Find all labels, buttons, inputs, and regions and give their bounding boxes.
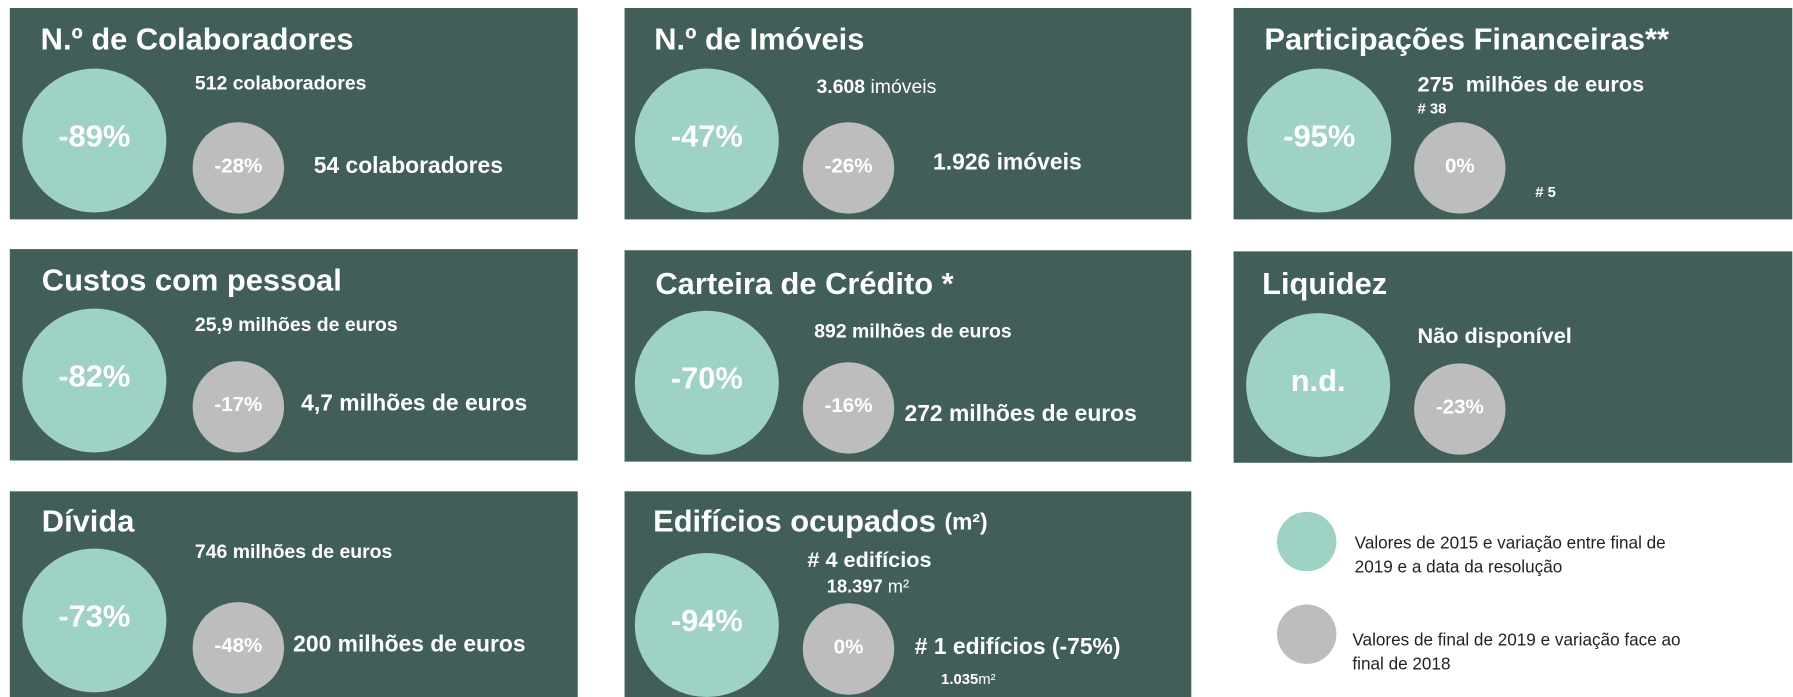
circle-2019 xyxy=(192,602,285,694)
circle-2019 xyxy=(802,362,895,454)
value-2015: 275 milhões de euros xyxy=(1418,71,1645,96)
value-2019: 4,7 milhões de euros xyxy=(301,390,527,416)
value-2015: 512 colaboradores xyxy=(195,73,367,95)
panel-title: Carteira de Crédito * xyxy=(655,266,953,301)
change-2015: -70% xyxy=(671,361,743,396)
count-2019: # 1 edifícios (-75%) xyxy=(915,633,1121,659)
value-2015: Não disponível xyxy=(1418,323,1572,348)
value-unit: m² xyxy=(978,672,995,688)
change-2019: 0% xyxy=(834,635,864,658)
count-2019: # 5 xyxy=(1535,185,1556,201)
change-2019: -17% xyxy=(214,393,262,416)
change-2015: -89% xyxy=(58,118,130,153)
title-unit: (m²) xyxy=(944,508,987,534)
circle-2015 xyxy=(634,310,779,455)
legend-text: 2019 e a data da resolução xyxy=(1355,556,1563,576)
circle-2019 xyxy=(192,122,285,214)
value-2015: 25,9 milhões de euros xyxy=(195,314,398,336)
panel-title: Liquidez xyxy=(1262,266,1387,301)
panel-title: N.º de Colaboradores xyxy=(41,21,354,56)
title-text: Edifícios ocupados xyxy=(653,503,936,538)
panel-title: Edifícios ocupados (m²) xyxy=(653,503,988,538)
value-2019: 1.035m² xyxy=(941,672,996,688)
value-number: 3.608 xyxy=(817,76,866,98)
circle-2015 xyxy=(22,68,167,213)
value-2015: 3.608 imóveis xyxy=(817,76,937,98)
circle-2019 xyxy=(802,603,895,695)
value-2019: 54 colaboradores xyxy=(314,152,503,178)
change-2019: 0% xyxy=(1445,154,1475,177)
value-unit: imóveis xyxy=(871,76,937,98)
legend-text: Valores de 2015 e variação entre final d… xyxy=(1355,532,1666,552)
change-2019: -48% xyxy=(214,634,262,657)
circle-2015 xyxy=(22,308,167,453)
legend-text: Valores de final de 2019 e variação face… xyxy=(1352,630,1680,650)
value-2019: 1.926 imóveis xyxy=(933,148,1082,174)
change-2015: -94% xyxy=(671,603,743,638)
circle-2019 xyxy=(192,361,285,453)
change-2015: -82% xyxy=(58,358,130,393)
change-2019: -28% xyxy=(214,154,262,177)
change-2015: -95% xyxy=(1283,118,1355,153)
value-2015: 892 milhões de euros xyxy=(814,321,1011,343)
circle-2015 xyxy=(22,548,167,693)
value-number: 18.397 xyxy=(827,575,883,596)
circle-2019 xyxy=(1414,122,1506,214)
change-2015: -47% xyxy=(671,118,743,153)
value-2015: 18.397 m² xyxy=(827,575,909,596)
circle-2019 xyxy=(1414,363,1506,455)
panel-title: Dívida xyxy=(42,503,135,538)
panel-title: Custos com pessoal xyxy=(42,262,342,297)
count-2015: # 38 xyxy=(1418,102,1447,118)
value-2015: 746 milhões de euros xyxy=(195,541,392,563)
circle-2015 xyxy=(634,553,779,697)
circle-2015 xyxy=(634,68,779,213)
value-2019: 200 milhões de euros xyxy=(293,631,525,657)
count-2015: # 4 edifícios xyxy=(807,547,931,572)
circle-2015 xyxy=(1247,68,1392,213)
circle-2019 xyxy=(802,122,895,214)
change-2019: -26% xyxy=(825,154,873,177)
panel-title: Participações Financeiras** xyxy=(1264,21,1669,56)
circle-2015 xyxy=(1246,313,1391,458)
panel-title: N.º de Imóveis xyxy=(654,21,864,56)
change-2015: n.d. xyxy=(1291,363,1346,398)
change-2019: -23% xyxy=(1436,395,1484,418)
legend-swatch xyxy=(1276,511,1337,572)
legend-swatch xyxy=(1276,604,1337,664)
change-2019: -16% xyxy=(825,394,873,417)
value-number: 1.035 xyxy=(941,672,978,688)
value-unit: m² xyxy=(888,575,909,596)
legend-text: final de 2018 xyxy=(1352,654,1450,674)
change-2015: -73% xyxy=(58,598,130,633)
value-2019: 272 milhões de euros xyxy=(904,400,1136,426)
